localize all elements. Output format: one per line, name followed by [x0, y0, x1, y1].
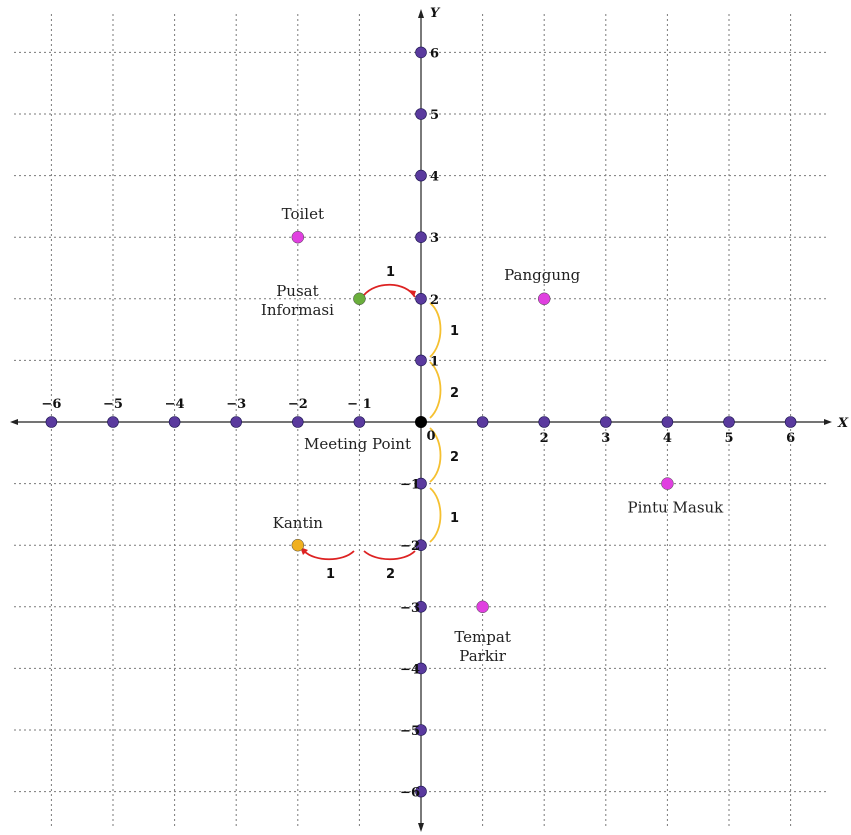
x-axis-point: [476, 416, 489, 428]
panggung-point: [537, 292, 551, 306]
route-arc-minus2-to-minus1x: [363, 550, 416, 561]
route-arc-2-to-pusat: [363, 283, 416, 298]
x-axis-point: [723, 416, 735, 428]
place-panggung: Panggung: [504, 266, 581, 306]
x-axis-point: [291, 416, 304, 428]
y-tick-label: 4: [430, 170, 439, 185]
x-axis-point: [107, 416, 119, 428]
step-label-kantin-2: 1: [450, 511, 459, 526]
x-tick-label: 5: [724, 431, 733, 446]
x-tick-label: −2: [288, 397, 308, 412]
y-axis-point: [415, 108, 427, 120]
axes: X Y: [10, 6, 849, 832]
x-tick-label: −3: [226, 397, 246, 412]
y-axis-arrow-bottom: [418, 823, 424, 832]
x-tick-label: 6: [786, 431, 795, 446]
step-label-info-3: 1: [386, 265, 395, 280]
toilet-label: Toilet: [282, 205, 324, 223]
toilet-point: [291, 230, 305, 244]
y-axis-point: [415, 600, 427, 613]
origin-point: [415, 416, 427, 428]
routes: 2 1 1 2 1 2 1: [300, 265, 459, 582]
x-axis-point: [353, 416, 366, 428]
route-arc-minus1-to-minus2: [429, 487, 442, 543]
x-tick-label: 2: [540, 431, 549, 446]
place-toilet: Toilet: [282, 205, 324, 244]
tempat-parkir-label: Parkir: [459, 647, 506, 665]
pintu-masuk-point: [661, 477, 674, 490]
y-axis-point: [415, 292, 427, 305]
pintu-masuk-label: Pintu Masuk: [628, 499, 725, 517]
route-arc-1-to-2: [429, 302, 442, 358]
y-axis-point: [415, 662, 427, 675]
x-axis-point: [599, 416, 612, 428]
step-label-info-2: 1: [450, 324, 459, 339]
pusat-informasi-label: Informasi: [261, 301, 334, 319]
route-arc-origin-to-1: [429, 361, 442, 419]
x-axis-point: [168, 416, 181, 428]
x-tick-label: − 1: [347, 397, 371, 412]
y-tick-label: −4: [400, 662, 420, 677]
y-axis-point: [415, 169, 427, 182]
place-kantin: Kantin: [273, 514, 324, 552]
x-axis-label: X: [837, 416, 849, 431]
x-axis-point: [784, 416, 797, 428]
x-tick-label: 4: [663, 431, 672, 446]
route-arc-origin-to-minus1: [429, 427, 442, 483]
kantin-point: [291, 538, 305, 552]
place-pintu-masuk: Pintu Masuk: [628, 477, 725, 517]
tempat-parkir-label: Tempat: [454, 628, 511, 646]
y-axis-point: [415, 539, 427, 552]
y-tick-label: −6: [400, 786, 420, 801]
x-axis-point: [661, 416, 674, 428]
y-tick-label: −3: [400, 601, 420, 616]
x-tick-label: 3: [601, 431, 610, 446]
pusat-informasi-point: [353, 292, 366, 306]
y-axis-point: [415, 785, 427, 798]
step-label-info-1: 2: [450, 386, 459, 401]
x-axis-point: [230, 416, 242, 428]
route-arrowhead-pusat: [408, 290, 416, 297]
kantin-label: Kantin: [273, 514, 324, 532]
pusat-informasi-label: Pusat: [276, 282, 318, 300]
panggung-label: Panggung: [504, 266, 581, 284]
y-tick-label: 3: [430, 231, 439, 246]
tempat-parkir-point: [476, 600, 489, 614]
y-tick-label: 5: [430, 108, 439, 123]
y-axis-point: [415, 477, 427, 490]
step-label-kantin-4: 1: [326, 567, 335, 582]
x-axis-point: [538, 416, 551, 428]
x-axis-arrow-left: [10, 419, 18, 425]
route-arc-minus1x-to-kantin: [303, 550, 355, 561]
x-tick-label: −5: [103, 397, 123, 412]
axis-points: [45, 46, 797, 798]
origin: Meeting Point: [304, 416, 427, 453]
y-tick-label: 2: [430, 293, 439, 308]
x-tick-label: 0: [426, 429, 435, 444]
y-axis-point: [415, 724, 427, 736]
y-tick-label: 1: [430, 354, 439, 369]
step-label-kantin-3: 2: [386, 567, 395, 582]
x-tick-label: −6: [41, 397, 61, 412]
x-axis-arrow-right: [824, 419, 832, 425]
y-axis-point: [415, 231, 427, 243]
y-axis-point: [415, 46, 427, 59]
step-label-kantin-1: 2: [450, 450, 459, 465]
y-tick-label: −5: [400, 724, 420, 739]
y-axis-label: Y: [430, 6, 441, 21]
y-tick-label: −2: [400, 539, 420, 554]
y-axis-arrow-top: [418, 9, 424, 18]
y-tick-label: −1: [400, 478, 420, 493]
origin-label: Meeting Point: [304, 435, 411, 453]
y-tick-label: 6: [430, 46, 439, 61]
y-axis-point: [415, 354, 427, 367]
x-axis-point: [45, 416, 58, 428]
x-tick-label: −4: [165, 397, 185, 412]
